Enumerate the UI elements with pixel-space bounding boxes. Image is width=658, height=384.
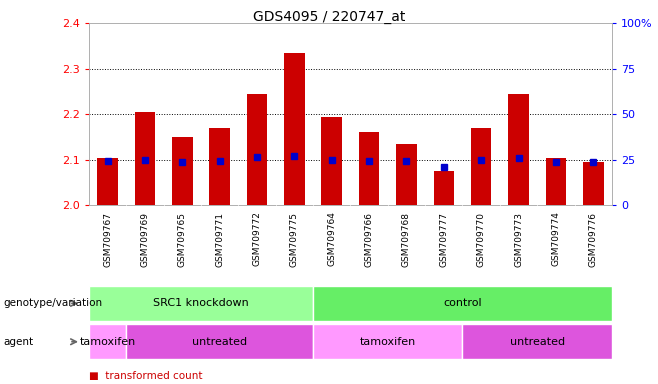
Text: GSM709766: GSM709766 bbox=[365, 212, 374, 266]
Bar bbox=[434, 171, 454, 205]
Text: untreated: untreated bbox=[192, 337, 247, 347]
Text: GSM709776: GSM709776 bbox=[589, 212, 597, 266]
Text: genotype/variation: genotype/variation bbox=[3, 298, 103, 308]
Text: agent: agent bbox=[3, 337, 34, 347]
Text: tamoxifen: tamoxifen bbox=[80, 337, 136, 347]
Text: GSM709770: GSM709770 bbox=[476, 212, 486, 266]
Bar bbox=[209, 128, 230, 205]
Text: GSM709767: GSM709767 bbox=[103, 212, 112, 266]
Text: tamoxifen: tamoxifen bbox=[360, 337, 416, 347]
Bar bbox=[97, 157, 118, 205]
Text: GSM709777: GSM709777 bbox=[440, 212, 448, 266]
Bar bbox=[89, 286, 313, 321]
Text: GSM709774: GSM709774 bbox=[551, 212, 561, 266]
Bar bbox=[321, 116, 342, 205]
Bar bbox=[471, 128, 492, 205]
Text: GSM709769: GSM709769 bbox=[140, 212, 149, 266]
Bar bbox=[463, 324, 612, 359]
Bar bbox=[508, 94, 529, 205]
Text: GSM709773: GSM709773 bbox=[514, 212, 523, 266]
Bar bbox=[313, 324, 463, 359]
Bar bbox=[172, 137, 193, 205]
Bar bbox=[135, 112, 155, 205]
Bar bbox=[359, 132, 380, 205]
Text: GSM709772: GSM709772 bbox=[253, 212, 261, 266]
Text: GSM709771: GSM709771 bbox=[215, 212, 224, 266]
Text: GSM709765: GSM709765 bbox=[178, 212, 187, 266]
Bar bbox=[396, 144, 417, 205]
Text: untreated: untreated bbox=[510, 337, 565, 347]
Text: GSM709775: GSM709775 bbox=[290, 212, 299, 266]
Text: control: control bbox=[443, 298, 482, 308]
Text: SRC1 knockdown: SRC1 knockdown bbox=[153, 298, 249, 308]
Bar bbox=[89, 324, 126, 359]
Bar bbox=[247, 94, 267, 205]
Bar bbox=[313, 286, 612, 321]
Bar bbox=[126, 324, 313, 359]
Text: GDS4095 / 220747_at: GDS4095 / 220747_at bbox=[253, 10, 405, 23]
Text: GSM709764: GSM709764 bbox=[327, 212, 336, 266]
Text: GSM709768: GSM709768 bbox=[402, 212, 411, 266]
Text: ■  transformed count: ■ transformed count bbox=[89, 371, 202, 381]
Bar bbox=[583, 162, 603, 205]
Bar bbox=[545, 157, 566, 205]
Bar bbox=[284, 53, 305, 205]
